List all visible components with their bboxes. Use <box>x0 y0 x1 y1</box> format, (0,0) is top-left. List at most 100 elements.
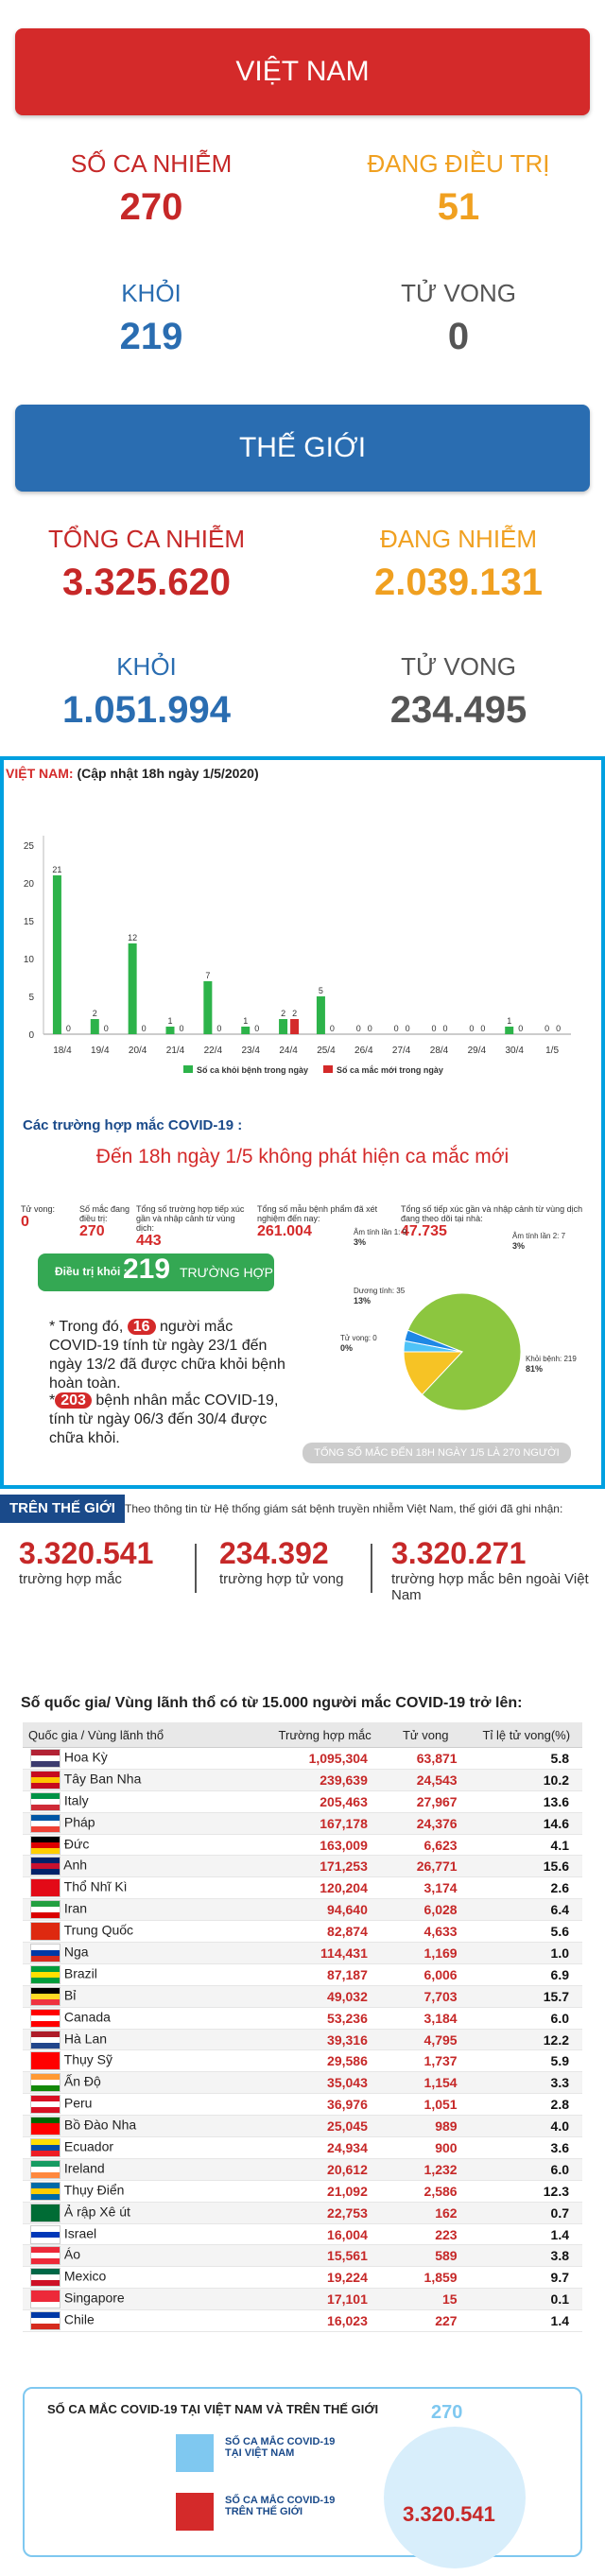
vn-stat-treating: ĐANG ĐIỀU TRỊ 51 <box>317 149 600 229</box>
flag-icon <box>30 2095 60 2115</box>
mini-value: 443 <box>136 1233 162 1249</box>
table-row: Bồ Đào Nha 25,045 989 4.0 <box>23 2115 582 2138</box>
deaths-cell: 4,633 <box>380 1920 471 1944</box>
country-name: Đức <box>63 1836 90 1852</box>
table-row: Hoa Kỳ 1,095,304 63,871 5.8 <box>23 1747 582 1770</box>
cases-cell: 20,612 <box>268 2158 381 2181</box>
deaths-cell: 1,232 <box>380 2158 471 2181</box>
mini-value: 261.004 <box>257 1223 312 1239</box>
country-name: Tây Ban Nha <box>63 1771 142 1787</box>
country-name: Canada <box>63 2009 111 2025</box>
bar-data-label: 1 <box>243 1016 248 1026</box>
daily-bar-chart: 051015202521018/42019/412020/41021/47022… <box>24 836 571 1075</box>
bar-data-label: 0 <box>216 1024 221 1033</box>
bar-data-label: 0 <box>544 1024 549 1033</box>
country-cell: Ecuador <box>23 2136 269 2159</box>
deaths-cell: 6,028 <box>380 1898 471 1922</box>
x-tick-label: 25/4 <box>317 1046 336 1056</box>
country-name: Bồ Đào Nha <box>63 2117 137 2133</box>
world-stat-deaths: TỬ VONG 234.495 <box>317 652 600 732</box>
bar-data-label: 0 <box>368 1024 372 1033</box>
vietnam-banner[interactable]: VIỆT NAM <box>15 28 590 115</box>
table-row: Pháp 167,178 24,376 14.6 <box>23 1812 582 1835</box>
bar-new-6 <box>290 1019 300 1034</box>
country-cell: Nga <box>23 1942 269 1964</box>
stat-label: TỬ VONG <box>401 652 516 681</box>
x-tick-label: 26/4 <box>354 1046 373 1056</box>
rate-cell: 5.8 <box>470 1747 582 1770</box>
cases-cell: 49,032 <box>268 1985 381 2008</box>
col-rate: Tỉ lệ tử vong(%) <box>470 1722 582 1748</box>
world-big-cases: 3.320.541 trường hợp mắc <box>19 1536 153 1587</box>
pie-label: Âm tính lần 2: 7 <box>512 1232 566 1240</box>
x-tick-label: 20/4 <box>129 1046 147 1056</box>
flag-icon <box>30 2051 60 2071</box>
country-cell: Peru <box>23 2093 269 2117</box>
rate-cell: 1.0 <box>470 1942 582 1964</box>
flag-icon <box>30 1813 60 1833</box>
bar-recovered-0 <box>52 875 61 1034</box>
country-name: Singapore <box>63 2290 125 2306</box>
summary-title: SỐ CA MẮC COVID-19 TẠI VIỆT NAM VÀ TRÊN … <box>47 2402 379 2416</box>
world-stat-total: TỔNG CA NHIỄM 3.325.620 <box>5 525 288 604</box>
summary-world-value: 3.320.541 <box>403 2502 495 2526</box>
cases-cell: 15,561 <box>268 2244 381 2268</box>
country-cell: Bồ Đào Nha <box>23 2115 269 2138</box>
rate-cell: 5.6 <box>470 1920 582 1944</box>
big-label: trường hợp tử vong <box>219 1571 344 1587</box>
rate-cell: 6.4 <box>470 1898 582 1922</box>
flag-icon <box>30 1857 60 1876</box>
deaths-cell: 989 <box>380 2115 471 2138</box>
world-banner[interactable]: THẾ GIỚI <box>15 405 590 492</box>
flag-icon <box>30 2030 60 2049</box>
bar-recovered-7 <box>316 996 325 1034</box>
bar-data-label: 0 <box>431 1024 436 1033</box>
deaths-cell: 1,737 <box>380 2049 471 2073</box>
world-stat-recovered: KHỎI 1.051.994 <box>5 652 288 732</box>
cases-cell: 82,874 <box>268 1920 381 1944</box>
deaths-cell: 24,376 <box>380 1812 471 1835</box>
x-tick-label: 1/5 <box>545 1046 559 1056</box>
table-row: Thụy Điển 21,092 2,586 12.3 <box>23 2180 582 2203</box>
deaths-cell: 1,154 <box>380 2071 471 2095</box>
divider <box>371 1544 372 1593</box>
bar-data-label: 2 <box>292 1009 297 1018</box>
recovered-value: 219 <box>123 1253 171 1285</box>
x-tick-label: 24/4 <box>279 1046 298 1056</box>
x-tick-label: 30/4 <box>505 1046 524 1056</box>
flag-icon <box>30 1748 60 1768</box>
country-name: Ấn Độ <box>63 2074 101 2089</box>
x-tick-label: 21/4 <box>166 1046 185 1056</box>
bar-data-label: 2 <box>281 1009 285 1018</box>
mini-label: Tổng số tiếp xúc gần và nhập cảnh từ vùn… <box>401 1204 583 1223</box>
y-tick-label: 5 <box>28 993 34 1003</box>
country-cell: Mexico <box>23 2266 269 2290</box>
recovered-note-2: * 203 bệnh nhân mắc COVID-19, tính từ ngà… <box>49 1392 279 1446</box>
bar-recovered-2 <box>128 943 137 1034</box>
stat-value: 234.495 <box>389 689 527 731</box>
table-row: Ireland 20,612 1,232 6.0 <box>23 2158 582 2181</box>
country-cell: Chile <box>23 2309 269 2333</box>
y-tick-label: 20 <box>24 879 35 890</box>
flag-icon <box>30 1943 60 1962</box>
rate-cell: 13.6 <box>470 1790 582 1813</box>
x-tick-label: 27/4 <box>392 1046 411 1056</box>
country-name: Anh <box>63 1858 88 1874</box>
bar-data-label: 0 <box>254 1024 259 1033</box>
bar-recovered-12 <box>505 1027 514 1034</box>
bar-data-label: 0 <box>330 1024 335 1033</box>
col-country: Quốc gia / Vùng lãnh thổ <box>23 1722 269 1748</box>
pie-label: Dương tính: 35 <box>354 1287 406 1295</box>
world-description: Theo thông tin từ Hệ thống giám sát bệnh… <box>125 1502 563 1515</box>
flag-icon <box>30 2311 60 2331</box>
flag-icon <box>30 1770 60 1789</box>
cases-cell: 25,045 <box>268 2115 381 2138</box>
deaths-cell: 24,543 <box>380 1769 471 1791</box>
vn-stat-recovered: KHỎI 219 <box>9 279 293 358</box>
vn-legend-label: SỐ CA MẮC COVID-19 TẠI VIỆT NAM <box>225 2436 336 2459</box>
bar-data-label: 0 <box>469 1024 474 1033</box>
pie-label: Âm tính lần 1: 9 <box>354 1228 407 1236</box>
bar-data-label: 2 <box>93 1009 97 1018</box>
table-row: Bỉ 49,032 7,703 15.7 <box>23 1985 582 2008</box>
cases-cell: 239,639 <box>268 1769 381 1791</box>
